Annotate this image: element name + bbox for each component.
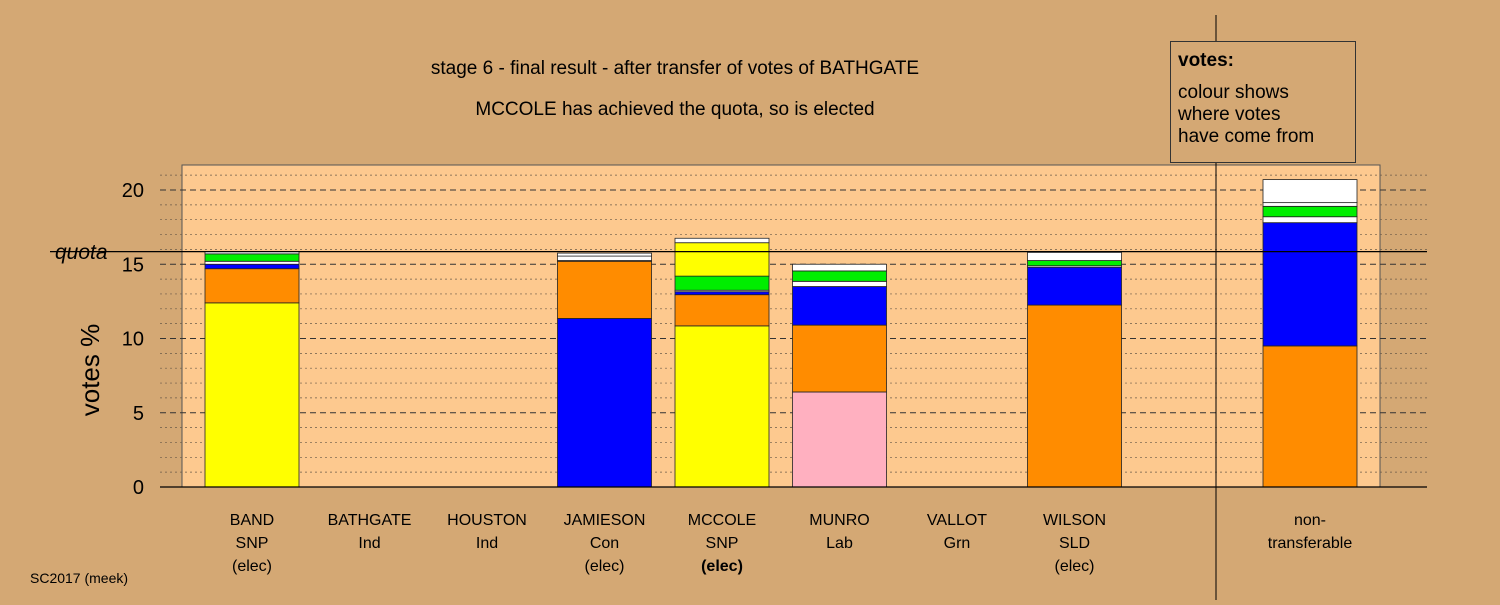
y-tick-label: 15 (122, 254, 144, 276)
bar-segment (557, 260, 652, 319)
bar-segment (674, 242, 770, 277)
bar-segment (204, 268, 300, 304)
chart-title: stage 6 - final result - after transfer … (431, 58, 919, 79)
x-label-status: (elec) (701, 558, 743, 575)
plot-background (181, 164, 1381, 488)
bar-segment (792, 280, 887, 287)
y-tick-label: 5 (133, 403, 144, 425)
bar-segment (1262, 216, 1358, 224)
quota-label: quota (55, 241, 108, 264)
y-tick-label: 20 (122, 180, 144, 202)
legend-line: have come from (1178, 126, 1315, 147)
bar-segment (557, 252, 652, 257)
bar-segment (792, 324, 887, 393)
legend-title: votes: (1178, 50, 1234, 71)
x-label-candidate: JAMIESON (564, 512, 646, 529)
x-label-candidate: VALLOT (927, 512, 987, 529)
x-label-candidate: WILSON (1043, 512, 1106, 529)
bar-segment (557, 255, 652, 261)
bar-segment (792, 286, 887, 326)
bar-segment (1262, 222, 1358, 347)
y-axis: 0 5 10 15 20 (122, 180, 144, 499)
x-label-party: SNP (706, 535, 739, 552)
bar-segment (674, 325, 770, 488)
bar-segment (1262, 345, 1358, 488)
x-label-candidate: non- (1294, 512, 1326, 529)
x-label-party: Ind (476, 535, 498, 552)
bar-segment (674, 275, 770, 291)
bar-segment (1027, 304, 1122, 488)
bar-segment (204, 263, 300, 270)
bar-segment (1027, 251, 1122, 261)
bar-segment (1027, 260, 1122, 267)
bar-segment (1262, 205, 1358, 218)
x-label-party: SNP (236, 535, 269, 552)
bar-segment (204, 260, 300, 265)
bar-segment (674, 237, 770, 244)
x-label-status: (elec) (232, 558, 272, 575)
x-axis-labels: BAND SNP (elec) BATHGATE Ind HOUSTON Ind JAMIES… (230, 512, 1353, 575)
y-tick-label: 0 (133, 477, 144, 499)
x-label-status: (elec) (1054, 558, 1094, 575)
bars (204, 179, 1358, 488)
bar-segment (792, 391, 887, 488)
bar-segment (1262, 179, 1358, 204)
x-label-candidate: HOUSTON (447, 512, 527, 529)
bar-segment (792, 263, 887, 272)
x-label-party: transferable (1268, 535, 1353, 552)
x-label-candidate: MUNRO (809, 512, 869, 529)
bar-segment (557, 318, 652, 488)
x-label-candidate: BAND (230, 512, 274, 529)
x-label-status: (elec) (584, 558, 624, 575)
x-label-party: Lab (826, 535, 853, 552)
bar-segment (674, 291, 770, 296)
legend-box: votes: colour shows where votes have com… (1170, 41, 1356, 163)
chart-subtitle: MCCOLE has achieved the quota, so is ele… (475, 99, 874, 120)
legend-line: where votes (1178, 104, 1281, 125)
legend-line: colour shows (1178, 82, 1289, 103)
bar-segment (1027, 266, 1122, 306)
x-label-party: Grn (944, 535, 971, 552)
plot-area (181, 164, 1381, 488)
y-tick-label: 10 (122, 329, 144, 351)
x-label-party: SLD (1059, 535, 1090, 552)
bar-segment (204, 253, 300, 262)
x-label-party: Con (590, 535, 619, 552)
footer-note: SC2017 (meek) (30, 570, 128, 586)
bar-segment (792, 270, 887, 282)
bar-segment (1262, 202, 1358, 207)
bar-segment (674, 294, 770, 327)
bar-segment (204, 302, 300, 488)
y-axis-label: votes % (75, 324, 105, 417)
x-label-candidate: MCCOLE (688, 512, 756, 529)
x-label-candidate: BATHGATE (328, 512, 412, 529)
x-label-party: Ind (358, 535, 380, 552)
